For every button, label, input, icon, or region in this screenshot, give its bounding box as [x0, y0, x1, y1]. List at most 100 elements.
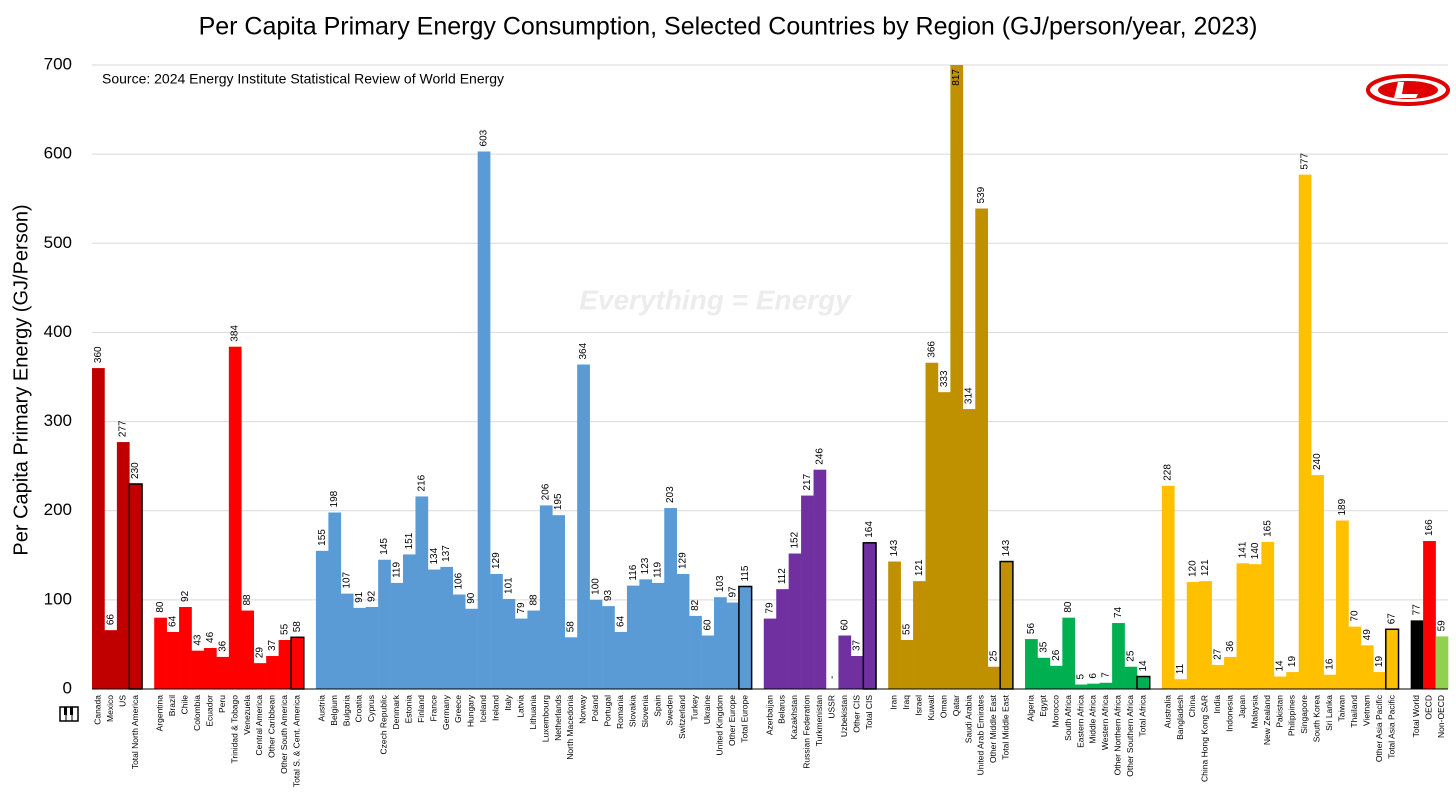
- bar: [490, 574, 503, 689]
- value-label: 88: [528, 594, 539, 606]
- x-tick-label: Thailand: [1349, 695, 1359, 728]
- x-tick-label: Netherlands: [553, 695, 563, 741]
- x-tick-label: New Zealand: [1262, 695, 1272, 745]
- value-label: 37: [852, 639, 863, 651]
- x-tick-label: Total Africa: [1137, 695, 1147, 737]
- value-label: 129: [491, 552, 502, 569]
- bar: [1323, 674, 1337, 689]
- value-label: 137: [441, 545, 452, 562]
- bar: [253, 663, 267, 689]
- bar: [415, 496, 429, 689]
- bar: [241, 610, 255, 689]
- value-label: 277: [118, 420, 129, 437]
- value-label: 123: [640, 557, 651, 574]
- value-label: 107: [342, 571, 353, 588]
- x-tick-label: Vietnam: [1361, 695, 1371, 726]
- value-label: 79: [516, 602, 527, 614]
- bar: [962, 409, 976, 689]
- bar: [340, 593, 354, 689]
- x-tick-label: Azerbaijan: [764, 695, 774, 735]
- bar: [191, 650, 205, 689]
- y-tick-label: 300: [44, 411, 72, 430]
- value-label: 145: [379, 538, 390, 555]
- x-tick-label: OECD: [1424, 695, 1434, 720]
- bar: [1261, 541, 1275, 689]
- value-label: 66: [105, 614, 116, 626]
- value-label: 360: [93, 346, 104, 363]
- x-tick-label: Taiwan: [1337, 695, 1347, 722]
- value-label: 25: [989, 650, 1000, 662]
- bar: [888, 561, 901, 689]
- value-label: -: [827, 676, 838, 679]
- x-tick-label: China: [1187, 695, 1197, 717]
- bar: [1174, 679, 1188, 689]
- y-axis-title: Per Capita Primary Energy (GJ/Person): [10, 204, 32, 555]
- y-tick-label: 0: [63, 678, 72, 697]
- value-label: 55: [279, 623, 290, 635]
- x-tick-label: Romania: [615, 695, 625, 729]
- value-label: 70: [1349, 610, 1360, 622]
- bar: [626, 585, 640, 689]
- value-label: 11: [1175, 663, 1186, 674]
- piano-icon: [59, 706, 79, 722]
- value-label: 314: [964, 387, 975, 404]
- x-tick-label: Portugal: [603, 695, 613, 727]
- bar: [614, 631, 628, 689]
- bar: [900, 639, 914, 689]
- value-label: 7: [1101, 672, 1112, 678]
- value-label: 5: [1076, 674, 1087, 680]
- x-tick-label: US: [117, 695, 127, 707]
- x-tick-label: Kuwait: [926, 694, 936, 720]
- x-tick-label: Finland: [416, 695, 426, 723]
- value-label: 35: [1038, 641, 1049, 653]
- value-label: 333: [939, 370, 950, 387]
- bar: [477, 151, 491, 689]
- x-tick-label: Latvia: [515, 695, 525, 718]
- x-tick-label: Belgium: [329, 695, 339, 726]
- x-tick-label: Turkmenistan: [814, 695, 824, 746]
- bar: [527, 610, 541, 689]
- x-tick-label: Oman: [938, 695, 948, 718]
- bar: [1099, 682, 1113, 689]
- x-tick-label: Eastern Africa: [1075, 695, 1085, 748]
- x-tick-label: Czech Republic: [379, 694, 389, 754]
- value-label: 116: [628, 564, 639, 580]
- x-tick-label: Non-OECD: [1436, 695, 1446, 738]
- value-label: 217: [802, 473, 813, 490]
- x-tick-label: United Kingdom: [714, 695, 724, 755]
- value-label: 82: [690, 599, 701, 611]
- x-tick-label: Norway: [578, 694, 588, 724]
- value-label: 60: [839, 619, 850, 631]
- x-tick-label: Ukraine: [702, 695, 712, 725]
- x-tick-label: Other Asia Pacific: [1374, 694, 1384, 762]
- x-tick-label: Uzbekistan: [839, 695, 849, 737]
- value-label: 189: [1337, 498, 1348, 515]
- bar: [1435, 636, 1449, 689]
- y-tick-label: 600: [44, 144, 72, 163]
- value-label: 46: [205, 631, 216, 643]
- x-tick-label: USSR: [826, 695, 836, 719]
- x-tick-label: Saudi Arabia: [963, 695, 973, 743]
- x-tick-label: Greece: [453, 695, 463, 723]
- x-tick-label: Other Middle East: [988, 694, 998, 763]
- value-label: 36: [217, 640, 228, 652]
- bar: [1025, 639, 1038, 689]
- x-tick-label: India: [1212, 695, 1222, 714]
- x-tick-label: Indonesia: [1225, 695, 1235, 732]
- value-label: 101: [503, 577, 514, 594]
- value-label: 539: [976, 186, 987, 203]
- value-label: 603: [479, 129, 490, 146]
- bar: [589, 599, 603, 689]
- value-label: 164: [864, 521, 875, 538]
- value-label: 64: [168, 615, 179, 627]
- value-label: 43: [192, 634, 203, 646]
- bar: [639, 579, 653, 689]
- x-tick-label: Mexico: [105, 695, 115, 722]
- x-tick-label: Colombia: [192, 695, 202, 731]
- bar: [203, 647, 217, 689]
- chart-subtitle: Source: 2024 Energy Institute Statistica…: [102, 71, 504, 87]
- value-label: 14: [1275, 660, 1286, 672]
- value-label: 155: [317, 529, 328, 546]
- value-label: 115: [740, 565, 751, 581]
- bar: [788, 553, 802, 689]
